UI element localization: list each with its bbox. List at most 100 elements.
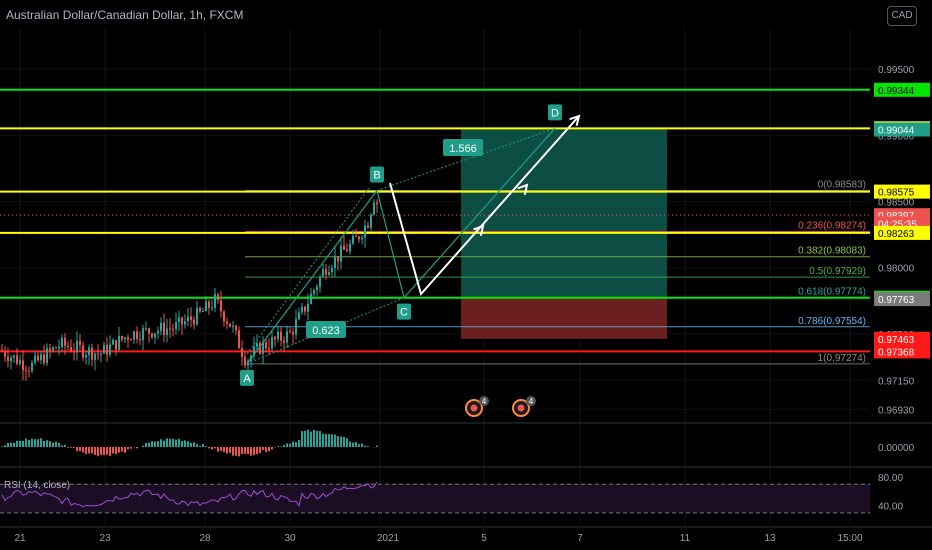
macd-bar	[250, 447, 252, 456]
macd-bar	[361, 443, 363, 447]
macd-bar	[67, 447, 69, 448]
macd-bar	[211, 447, 213, 450]
chart-title: Australian Dollar/Canadian Dollar, 1h, F…	[6, 8, 244, 22]
pattern-point-label: B	[373, 170, 380, 182]
macd-bar	[76, 447, 78, 452]
candle-body	[322, 269, 324, 277]
candle-body	[127, 337, 129, 340]
candle-body	[352, 235, 354, 244]
candle-body	[46, 348, 48, 364]
stop-zone	[461, 297, 667, 339]
macd-bar	[52, 442, 54, 447]
candle-body	[124, 337, 126, 340]
rsi-line	[1, 481, 378, 508]
macd-bar	[112, 447, 114, 454]
candle-body	[289, 331, 291, 333]
candle-body	[313, 290, 315, 294]
macd-bar	[109, 447, 111, 457]
macd-bar	[172, 438, 174, 447]
pattern-point-label: D	[551, 107, 559, 119]
time-tick-label: 11	[680, 533, 691, 544]
macd-bar	[127, 447, 129, 450]
rsi-band	[0, 484, 870, 513]
candle-body	[172, 328, 174, 330]
macd-bar	[157, 441, 159, 447]
macd-bar	[151, 441, 153, 447]
macd-bar	[226, 447, 228, 454]
candle-body	[226, 321, 228, 324]
macd-bar	[358, 444, 360, 447]
candle-body	[307, 303, 309, 312]
candle-body	[178, 317, 180, 323]
candle-body	[76, 341, 78, 352]
time-tick-label: 21	[14, 533, 26, 544]
price-label-text: 0.98575	[878, 188, 915, 199]
macd-bar	[214, 447, 216, 449]
candle-body	[70, 347, 72, 352]
pattern-point-label: A	[243, 373, 251, 385]
macd-bar	[175, 439, 177, 447]
candle-body	[253, 346, 255, 356]
macd-bar	[301, 431, 303, 447]
candle-body	[265, 342, 267, 349]
candle-body	[343, 245, 345, 250]
macd-bar	[331, 434, 333, 447]
candle-body	[121, 335, 123, 340]
macd-bar	[103, 447, 105, 456]
candle-body	[325, 269, 327, 275]
fib-level-label: 0.382(0.98083)	[798, 246, 866, 257]
price-tick-label: 0.99500	[878, 65, 915, 76]
time-tick-label: 15:00	[837, 533, 862, 544]
macd-bar	[337, 436, 339, 447]
macd-bar	[277, 446, 279, 447]
macd-bar	[121, 447, 123, 452]
ratio-label-text: 1.566	[449, 143, 477, 155]
candle-body	[370, 214, 372, 228]
fib-level-label: 0(0.98583)	[818, 180, 866, 191]
macd-bar	[364, 445, 366, 447]
macd-bar	[232, 447, 234, 456]
rsi-tick-label: 40.00	[878, 502, 903, 513]
candle-body	[373, 202, 375, 215]
macd-bar	[178, 438, 180, 447]
price-label: 0.99344	[874, 82, 930, 97]
macd-bar	[217, 447, 219, 452]
pattern-point-c: C	[397, 303, 411, 320]
macd-bar	[142, 445, 144, 447]
candle-body	[262, 342, 264, 354]
pattern-point-b: B	[370, 166, 384, 183]
macd-bar	[256, 447, 258, 455]
macd-bar	[310, 431, 312, 447]
macd-bar	[283, 445, 285, 447]
pattern-leg	[246, 190, 378, 365]
candle-body	[340, 245, 342, 262]
candle-body	[100, 353, 102, 355]
candle-body	[109, 344, 111, 355]
candle-body	[190, 316, 192, 320]
macd-bar	[328, 434, 330, 447]
price-tick-label: 0.98500	[878, 198, 915, 209]
event-badge: 4	[512, 396, 536, 417]
macd-bar	[73, 447, 75, 448]
macd-bar	[31, 438, 33, 447]
macd-bar	[238, 447, 240, 457]
candle-body	[166, 328, 168, 335]
macd-bar	[349, 441, 351, 447]
currency-button[interactable]: CAD	[887, 6, 917, 26]
macd-bar	[352, 442, 354, 447]
candle-body	[142, 328, 144, 341]
price-tick-label: 0.97150	[878, 376, 915, 387]
candle-body	[181, 317, 183, 325]
price-label: 0.97763	[874, 292, 930, 307]
candle-body	[211, 307, 213, 309]
candle-body	[367, 225, 369, 228]
macd-bar	[160, 439, 162, 447]
candle-body	[283, 340, 285, 343]
candle-body	[271, 337, 273, 349]
candle-body	[37, 355, 39, 361]
fib-level-label: 0.5(0.97929)	[809, 266, 866, 277]
candle-body	[214, 294, 216, 308]
macd-bar	[148, 442, 150, 447]
candle-body	[286, 331, 288, 343]
